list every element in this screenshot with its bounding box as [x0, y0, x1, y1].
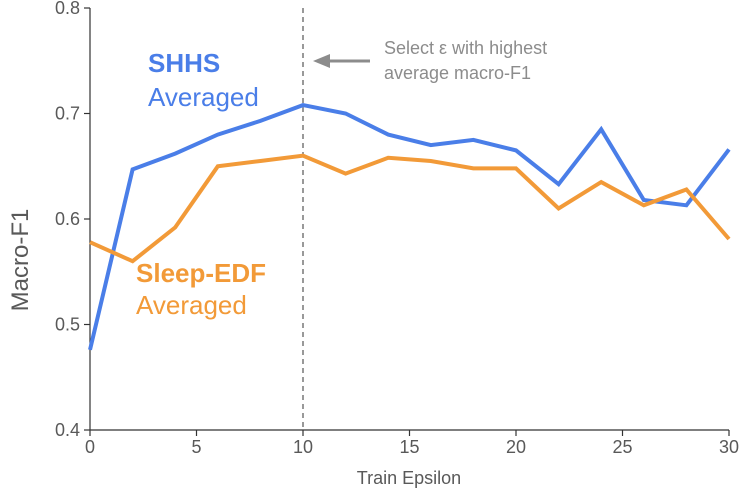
- x-tick-label: 30: [719, 437, 739, 457]
- sleepedf-label-title: Sleep-EDF: [136, 258, 266, 288]
- x-tick-label: 15: [399, 437, 419, 457]
- annotation-arrow-head: [313, 54, 330, 68]
- series: [88, 103, 731, 351]
- sleepedf-series-line: [89, 153, 731, 264]
- y-tick-label: 0.5: [55, 315, 80, 335]
- sleepedf-label-sub: Averaged: [136, 290, 247, 320]
- x-tick-label: 5: [191, 437, 201, 457]
- y-axis-title: Macro-F1: [7, 209, 34, 312]
- y-tick-label: 0.4: [55, 420, 80, 440]
- shhs-label-title: SHHS: [148, 48, 220, 78]
- x-tick-label: 10: [293, 437, 313, 457]
- shhs-series-line: [88, 103, 731, 351]
- x-tick-label: 25: [612, 437, 632, 457]
- annotation-text-line1: Select ε with highest: [384, 38, 547, 58]
- y-tick-label: 0.7: [55, 104, 80, 124]
- annotation-text-line2: average macro-F1: [384, 63, 531, 83]
- y-tick-label: 0.6: [55, 209, 80, 229]
- y-tick-label: 0.8: [55, 0, 80, 18]
- ticks: 0 5 10 15 20 25 30 0.4 0.5 0.6 0.7 0.8: [55, 0, 739, 457]
- x-axis-title: Train Epsilon: [357, 468, 461, 488]
- annotation: [302, 8, 370, 430]
- x-tick-label: 20: [506, 437, 526, 457]
- shhs-label-sub: Averaged: [148, 82, 259, 112]
- x-tick-label: 0: [85, 437, 95, 457]
